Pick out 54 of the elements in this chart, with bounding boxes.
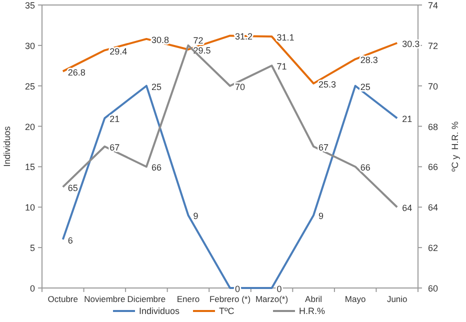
data-label: 6 [68,235,73,246]
line-series [62,44,398,208]
data-label: 67 [318,142,329,152]
data-label: 66 [151,162,162,173]
data-label: 9 [318,211,324,222]
data-label: 26.8 [68,67,86,78]
y-tick-label: 10 [24,202,35,213]
legend-label: TºC [219,306,235,316]
x-tick-label: Junio [386,294,408,304]
y2-tick-label: 74 [428,0,438,10]
y-tick-label: 5 [30,243,35,254]
x-tick-label: Diciembre [127,294,166,304]
data-label: 9 [193,211,198,222]
data-label: 72 [193,35,204,46]
data-label: 64 [402,203,412,214]
x-tick-label: Noviembre [84,294,126,304]
data-label: 65 [68,182,78,193]
y-tick-label: 0 [30,284,35,294]
y-tick-label: 20 [24,122,35,132]
y2-tick-label: 60 [428,284,438,294]
y2-tick-label: 68 [428,122,438,132]
data-label: 21 [110,114,120,124]
y2-tick-label: 66 [428,162,438,172]
data-label: 28.3 [360,55,378,66]
x-tick-label: Marzo(*) [255,294,288,304]
y-tick-label: 30 [24,40,35,51]
y-tick-label: 15 [24,162,35,172]
x-tick-label: Octubre [48,294,78,304]
data-label: 25.3 [318,79,336,90]
legend-label: Individuos [139,306,180,316]
y2-tick-label: 64 [428,202,438,213]
data-label: 66 [360,162,370,173]
data-label: 29.4 [110,46,128,56]
data-label: 67 [110,142,120,152]
y-tick-label: 25 [24,81,35,92]
x-tick-label: Febrero (*) [209,294,251,304]
x-tick-label: Abril [305,294,322,304]
y-axis-title: Individuos [2,126,12,167]
data-label: 0 [276,284,282,294]
data-label: 71 [276,62,287,72]
data-label: 25 [151,82,162,92]
y2-tick-label: 62 [428,243,438,254]
data-label: 31.1 [276,32,294,43]
y-tick-label: 35 [24,0,35,10]
data-label: 30.3 [402,39,420,50]
y2-axis-title: ºC y H.R. % [450,121,460,172]
x-tick-label: Enero [176,294,200,304]
data-label: 25 [360,82,370,92]
y2-tick-label: 72 [428,40,438,51]
data-label: 70 [235,82,246,92]
x-tick-label: Mayo [344,294,366,304]
y2-tick-label: 70 [428,81,438,92]
data-label: 21 [402,114,412,124]
legend-label: H.R.% [299,306,326,316]
